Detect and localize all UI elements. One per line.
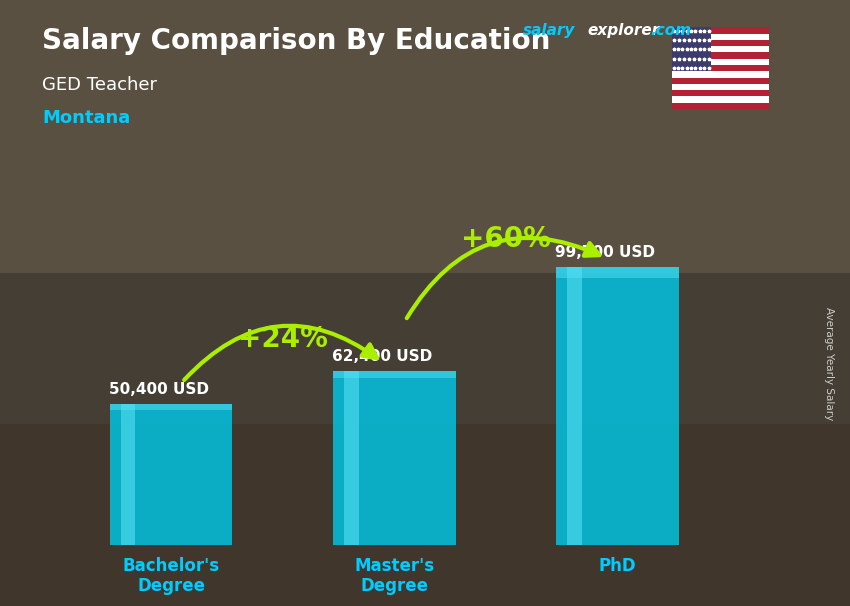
Bar: [672, 27, 711, 72]
Bar: [0, 424, 850, 606]
Text: 62,400 USD: 62,400 USD: [332, 349, 432, 364]
Bar: [567, 267, 581, 545]
Bar: [672, 40, 769, 46]
Bar: [672, 96, 769, 103]
Bar: [672, 59, 769, 65]
Bar: [110, 404, 232, 545]
Bar: [672, 78, 769, 84]
Text: 99,700 USD: 99,700 USD: [555, 245, 654, 259]
Text: salary: salary: [523, 23, 575, 38]
Bar: [344, 371, 359, 545]
Bar: [556, 267, 678, 545]
Text: 50,400 USD: 50,400 USD: [109, 382, 208, 398]
Bar: [672, 84, 769, 90]
Text: explorer: explorer: [587, 23, 660, 38]
Bar: [672, 33, 769, 40]
Bar: [672, 27, 769, 33]
Bar: [121, 404, 135, 545]
Text: +60%: +60%: [461, 225, 551, 253]
Bar: [672, 65, 769, 72]
Text: Montana: Montana: [42, 109, 131, 127]
Bar: [672, 46, 769, 53]
Text: GED Teacher: GED Teacher: [42, 76, 157, 94]
Bar: [110, 404, 232, 410]
Bar: [333, 371, 456, 545]
Bar: [333, 371, 456, 378]
Text: +24%: +24%: [238, 325, 327, 353]
Bar: [556, 267, 678, 278]
Bar: [672, 90, 769, 96]
Text: Salary Comparison By Education: Salary Comparison By Education: [42, 27, 551, 55]
Bar: [0, 0, 850, 273]
Bar: [672, 53, 769, 59]
Text: .com: .com: [650, 23, 691, 38]
Bar: [672, 103, 769, 109]
Text: Average Yearly Salary: Average Yearly Salary: [824, 307, 834, 420]
Bar: [672, 72, 769, 78]
